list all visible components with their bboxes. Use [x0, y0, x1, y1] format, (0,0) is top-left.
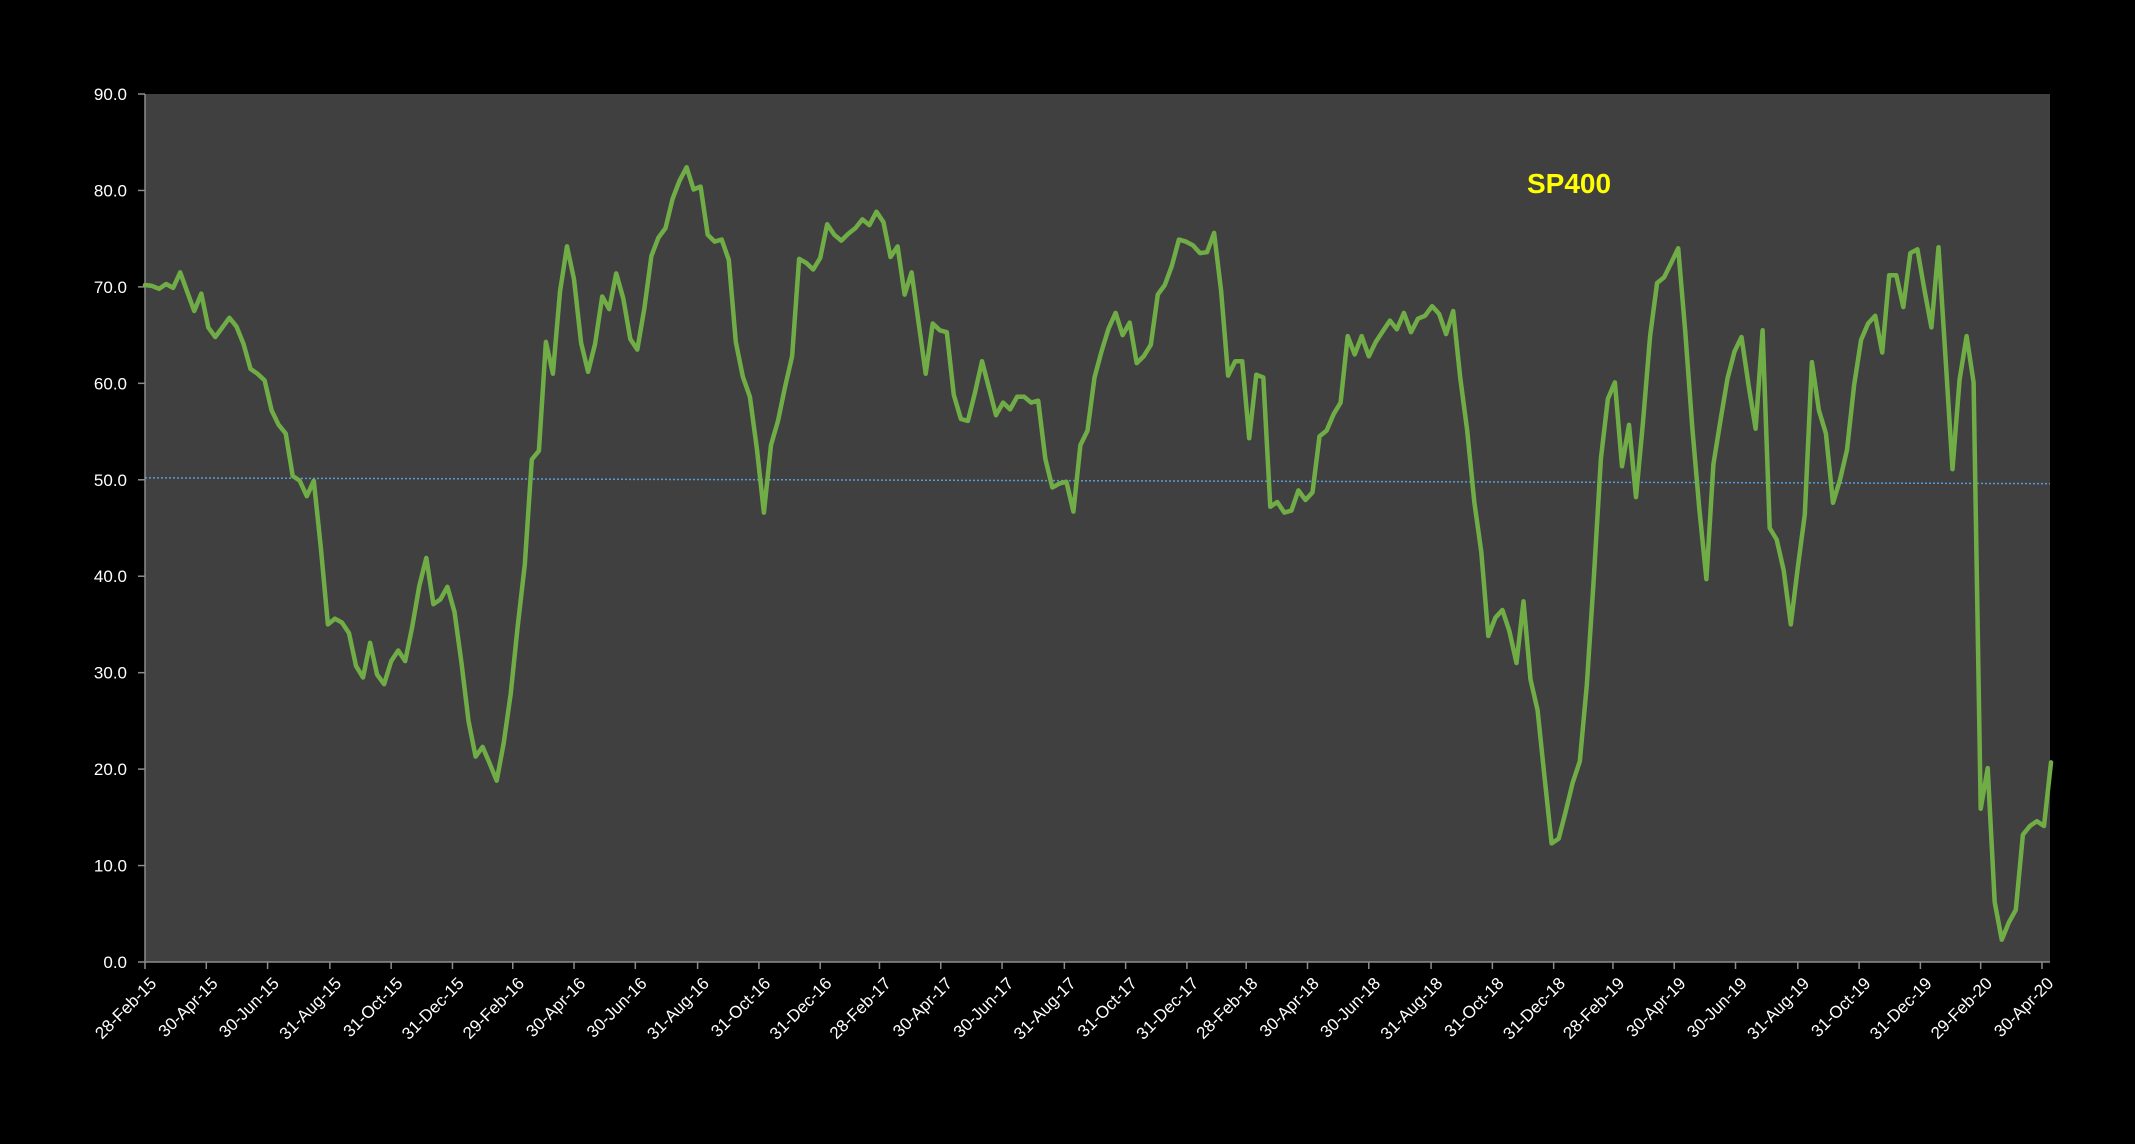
x-tick-label: 30-Jun-18	[1317, 974, 1385, 1042]
x-tick-label: 30-Jun-19	[1683, 974, 1751, 1042]
x-tick-label: 28-Feb-18	[1193, 974, 1262, 1043]
x-tick-label: 31-Aug-17	[1010, 974, 1080, 1044]
x-tick-label: 31-Dec-19	[1866, 974, 1936, 1044]
x-tick-label: 30-Apr-16	[522, 974, 589, 1041]
x-tick-label: 30-Jun-16	[583, 974, 651, 1042]
x-tick-label: 31-Dec-15	[398, 974, 468, 1044]
y-axis: 0.0 10.0 20.0 30.0 40.0 50.0 60.0 70.0 80.0 90.0	[94, 85, 146, 972]
x-tick-label: 31-Oct-19	[1808, 974, 1875, 1041]
y-tick-label: 80.0	[94, 181, 127, 200]
y-tick-label: 60.0	[94, 374, 127, 393]
x-axis: 28-Feb-1530-Apr-1530-Jun-1531-Aug-1531-O…	[91, 961, 2057, 1044]
x-tick-label: 28-Feb-17	[826, 974, 895, 1043]
plot-area	[145, 94, 2050, 962]
y-tick-label: 10.0	[94, 857, 127, 876]
y-tick-label: 70.0	[94, 278, 127, 297]
x-tick-label: 31-Dec-17	[1133, 974, 1203, 1044]
series-line-sp400	[142, 165, 2054, 943]
y-tick-label: 90.0	[94, 85, 127, 104]
x-tick-label: 30-Apr-20	[1990, 974, 2057, 1041]
x-tick-label: 31-Dec-18	[1499, 974, 1569, 1044]
x-tick-label: 30-Jun-15	[215, 974, 283, 1042]
x-tick-label: 31-Oct-15	[340, 974, 407, 1041]
x-tick-label: 31-Oct-17	[1074, 974, 1141, 1041]
x-tick-label: 29-Feb-16	[459, 974, 528, 1043]
x-tick-label: 31-Aug-15	[276, 974, 346, 1044]
chart-title: SP400	[1527, 168, 1611, 199]
y-tick-label: 50.0	[94, 471, 127, 490]
reference-line-50	[144, 477, 2051, 485]
x-tick-label: 30-Apr-18	[1256, 974, 1323, 1041]
x-tick-label: 31-Aug-19	[1744, 974, 1814, 1044]
x-tick-label: 30-Apr-15	[155, 974, 222, 1041]
x-tick-label: 31-Aug-16	[643, 974, 713, 1044]
y-tick-label: 30.0	[94, 664, 127, 683]
x-tick-label: 30-Apr-17	[889, 974, 956, 1041]
x-tick-label: 30-Apr-19	[1623, 974, 1690, 1041]
y-tick-label: 40.0	[94, 567, 127, 586]
x-tick-label: 31-Oct-18	[1441, 974, 1508, 1041]
x-tick-label: 31-Aug-18	[1377, 974, 1447, 1044]
y-tick-label: 0.0	[103, 953, 127, 972]
x-tick-label: 28-Feb-15	[91, 974, 160, 1043]
y-tick-label: 20.0	[94, 760, 127, 779]
x-tick-label: 31-Oct-16	[707, 974, 774, 1041]
x-tick-label: 28-Feb-19	[1559, 974, 1628, 1043]
x-tick-label: 29-Feb-20	[1927, 974, 1996, 1043]
x-tick-label: 30-Jun-17	[950, 974, 1018, 1042]
x-tick-label: 31-Dec-16	[766, 974, 836, 1044]
